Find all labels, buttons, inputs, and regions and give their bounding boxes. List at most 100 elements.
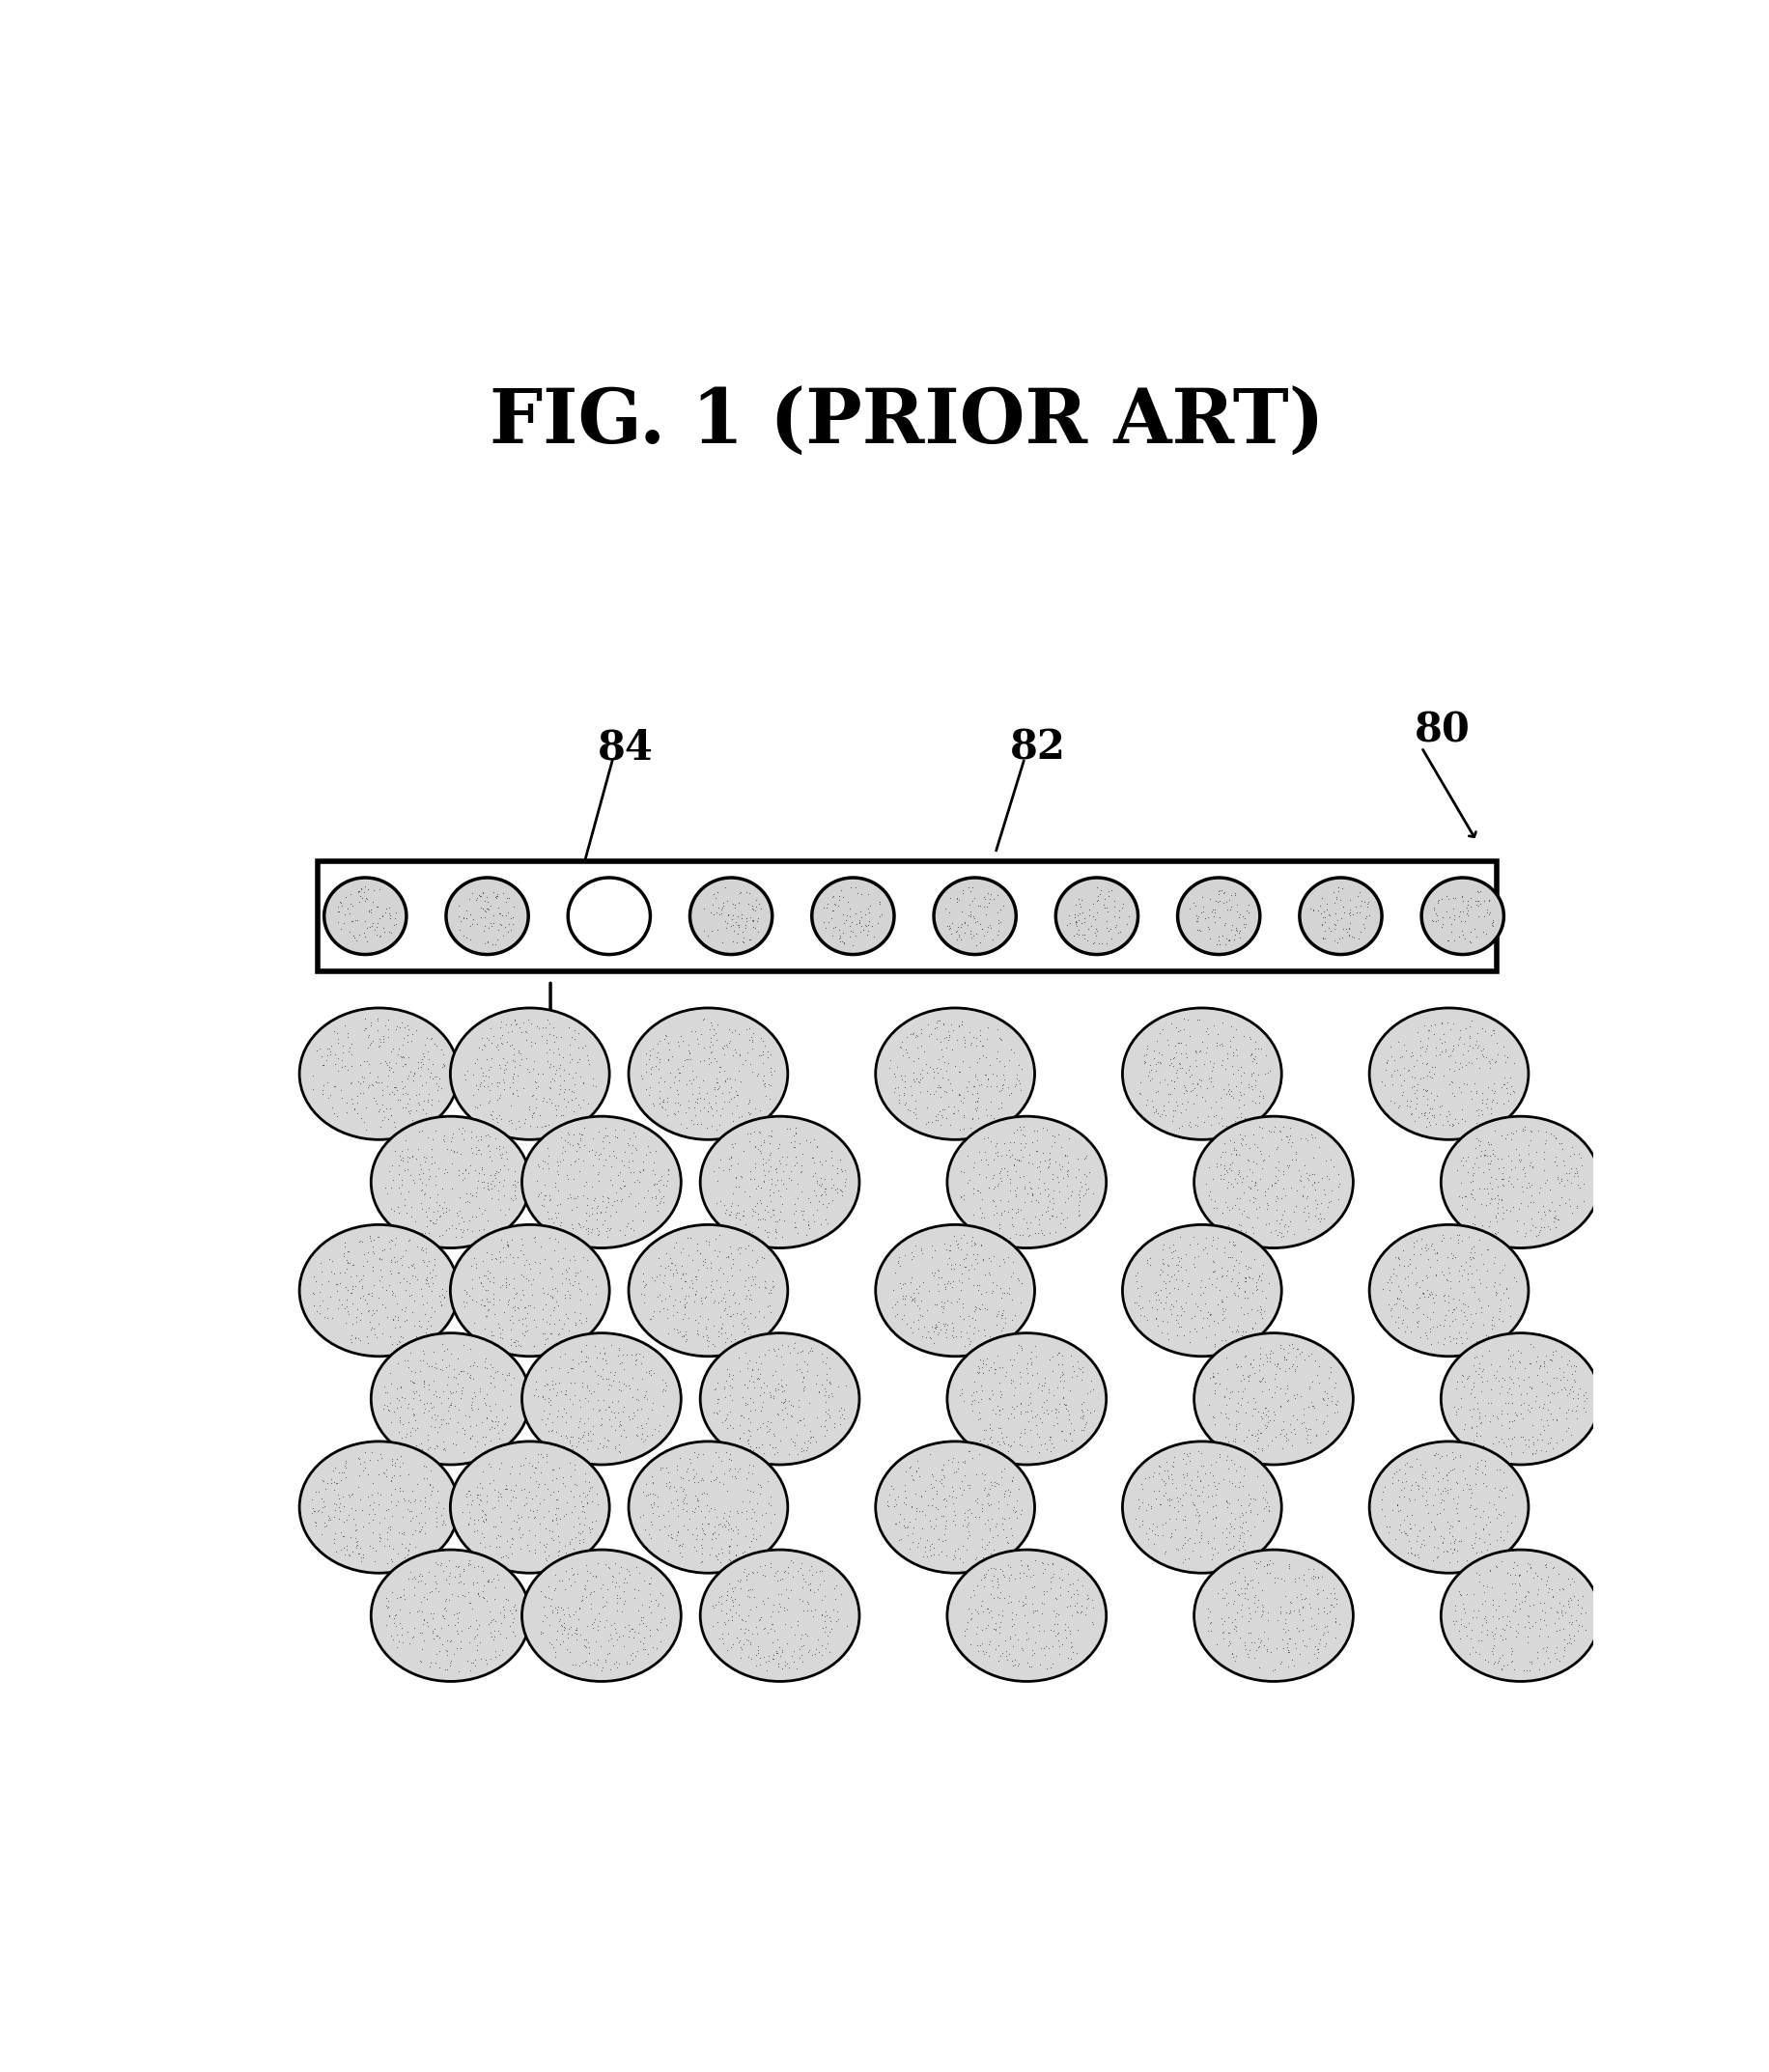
Point	[531, 1600, 559, 1633]
Point	[1440, 1372, 1468, 1405]
Point	[1293, 1196, 1321, 1229]
Point	[315, 1504, 343, 1537]
Point	[1166, 1241, 1194, 1274]
Point	[1447, 1181, 1475, 1214]
Point	[846, 916, 874, 949]
Point	[1178, 1220, 1206, 1254]
Point	[389, 1040, 417, 1073]
Point	[955, 1627, 984, 1660]
Point	[568, 1119, 596, 1152]
Point	[384, 1084, 412, 1117]
Point	[964, 1635, 992, 1668]
Point	[1525, 1171, 1553, 1204]
Point	[697, 1034, 725, 1067]
Point	[1143, 1310, 1171, 1343]
Point	[624, 1608, 653, 1641]
Point	[573, 1088, 601, 1121]
Point	[991, 1355, 1019, 1388]
Point	[1265, 1647, 1293, 1680]
Point	[1175, 1051, 1203, 1084]
Point	[966, 1067, 994, 1100]
Point	[973, 1608, 1001, 1641]
Point	[946, 1220, 975, 1254]
Point	[1314, 1185, 1343, 1218]
Point	[1479, 1075, 1507, 1109]
Point	[532, 1473, 561, 1506]
Point	[1233, 1144, 1261, 1177]
Point	[1458, 1231, 1486, 1264]
Point	[1431, 1473, 1459, 1506]
Point	[1148, 1508, 1176, 1542]
Point	[419, 1206, 448, 1239]
Point	[785, 1641, 814, 1674]
Point	[1070, 1142, 1099, 1175]
Point	[425, 1189, 453, 1222]
Point	[1198, 1222, 1226, 1256]
Point	[455, 1496, 483, 1529]
Point	[387, 1005, 416, 1038]
Point	[715, 1604, 743, 1637]
Point	[1290, 1343, 1318, 1376]
Point	[412, 1347, 440, 1380]
Point	[607, 1144, 635, 1177]
Point	[601, 1413, 630, 1446]
Point	[635, 1577, 663, 1610]
Point	[380, 1245, 409, 1278]
Point	[1447, 1382, 1475, 1415]
Point	[536, 1220, 564, 1254]
Point	[1369, 1500, 1398, 1533]
Point	[739, 1193, 768, 1227]
Point	[1523, 1653, 1551, 1687]
Point	[1024, 1177, 1053, 1210]
Point	[310, 1486, 338, 1519]
Point	[711, 1063, 739, 1096]
Point	[603, 1593, 632, 1627]
Point	[1203, 1146, 1231, 1179]
Point	[1040, 1608, 1068, 1641]
Point	[1467, 1374, 1495, 1407]
Point	[425, 1651, 453, 1685]
Point	[644, 1173, 672, 1206]
Point	[757, 1276, 785, 1310]
Point	[927, 1525, 955, 1558]
Point	[340, 920, 368, 953]
Point	[1306, 1202, 1334, 1235]
Point	[1493, 1140, 1521, 1173]
Point	[463, 1392, 492, 1426]
Point	[483, 1558, 511, 1591]
Point	[430, 1591, 458, 1624]
Point	[414, 1053, 442, 1086]
Point	[550, 1075, 578, 1109]
Point	[782, 1210, 810, 1243]
Point	[930, 1075, 959, 1109]
Point	[1240, 1386, 1268, 1419]
Point	[755, 1490, 784, 1523]
Point	[819, 893, 847, 926]
Point	[923, 1305, 952, 1339]
Point	[968, 1488, 996, 1521]
Point	[348, 1061, 377, 1094]
Point	[789, 1426, 817, 1459]
Point	[366, 1021, 394, 1055]
Point	[939, 1494, 968, 1527]
Point	[1281, 1631, 1309, 1664]
Point	[1028, 1405, 1056, 1438]
Point	[444, 1566, 472, 1600]
Point	[476, 1098, 504, 1131]
Point	[1309, 905, 1337, 939]
Point	[1307, 922, 1336, 955]
Point	[1481, 1452, 1509, 1486]
Point	[1521, 1135, 1550, 1169]
Point	[1284, 1595, 1313, 1629]
Point	[518, 1278, 547, 1312]
Point	[476, 1158, 504, 1191]
Point	[1426, 1484, 1454, 1517]
Point	[366, 1477, 394, 1510]
Point	[1383, 1026, 1412, 1059]
Point	[750, 1641, 778, 1674]
Point	[1454, 1009, 1482, 1042]
Point	[463, 1349, 492, 1382]
Point	[771, 1368, 800, 1401]
Point	[359, 1293, 387, 1326]
Point	[1214, 1191, 1242, 1225]
